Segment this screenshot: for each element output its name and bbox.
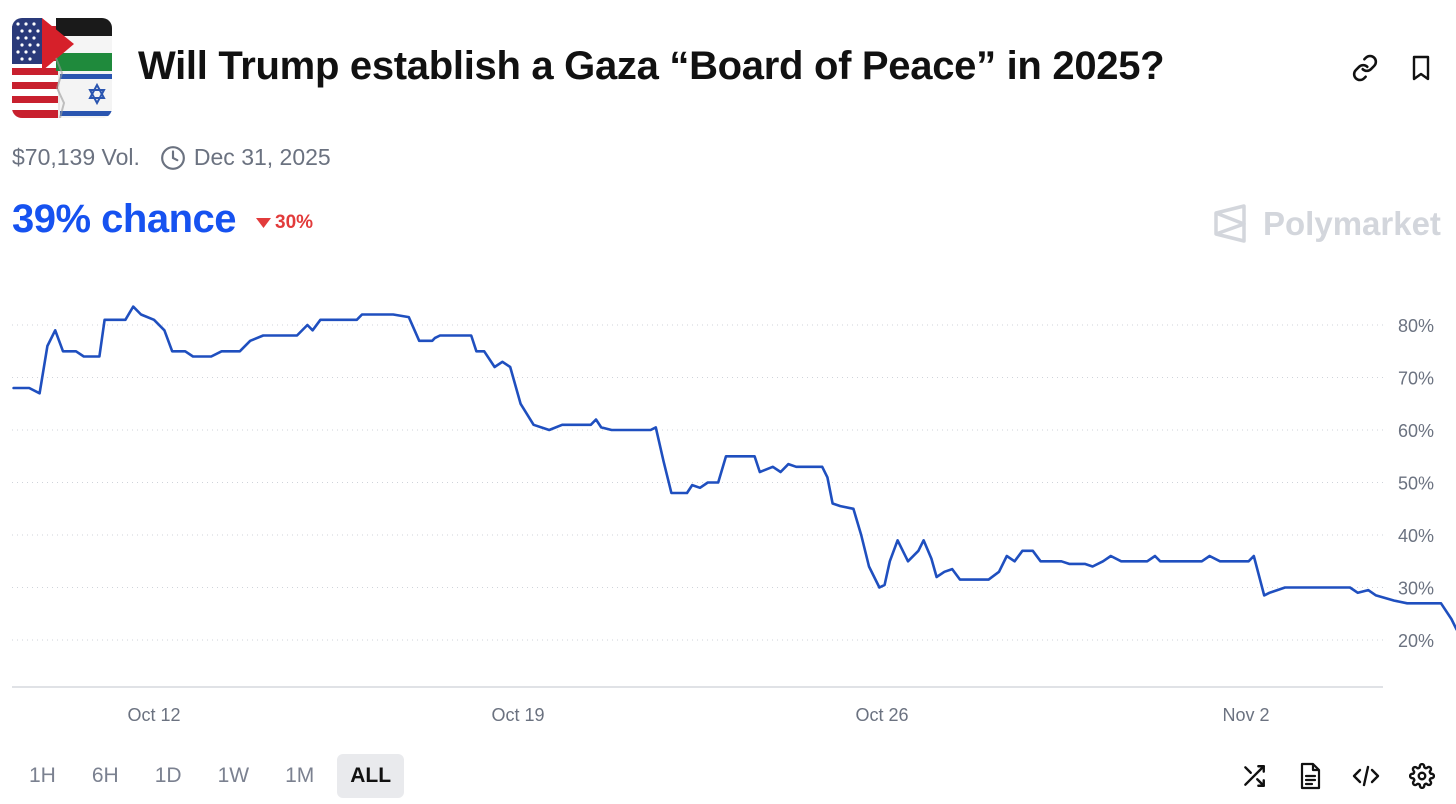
down-triangle-icon (256, 217, 271, 229)
settings-icon[interactable] (1404, 758, 1440, 794)
range-button-1m[interactable]: 1M (285, 764, 315, 787)
volume-text: $70,139 Vol. (12, 144, 140, 170)
brand-watermark: Polymarket (1213, 204, 1441, 244)
embed-code-icon[interactable] (1348, 758, 1384, 794)
x-tick-label: Oct 19 (491, 705, 544, 725)
range-button-1w[interactable]: 1W (217, 764, 250, 787)
shuffle-icon[interactable] (1236, 758, 1272, 794)
brand-name: Polymarket (1263, 205, 1441, 242)
change-badge: 30% (256, 212, 313, 234)
chance-value: 39% chance (12, 197, 237, 241)
y-tick-label: 20% (1398, 631, 1434, 651)
bookmark-icon[interactable] (1403, 50, 1439, 86)
change-value: 30% (275, 212, 314, 233)
range-button-6h[interactable]: 6H (91, 764, 119, 787)
link-icon[interactable] (1347, 50, 1383, 86)
price-chart[interactable]: 20% 30% 40% 50% 60% 70% 80% Oct 12 Oct 19 Oct 26 N… (0, 290, 1456, 730)
y-tick-label: 50% (1398, 474, 1434, 494)
y-tick-label: 60% (1398, 421, 1434, 441)
market-meta: $70,139 Vol. Dec 31, 2025 (12, 144, 331, 171)
x-tick-label: Oct 12 (127, 705, 180, 725)
end-date-text: Dec 31, 2025 (193, 144, 331, 170)
document-icon[interactable] (1292, 758, 1328, 794)
y-tick-label: 40% (1398, 526, 1434, 546)
x-tick-label: Nov 2 (1222, 705, 1269, 725)
market-title: Will Trump establish a Gaza “Board of Pe… (138, 44, 1165, 88)
range-button-1d[interactable]: 1D (154, 764, 182, 787)
price-line (12, 305, 1456, 631)
polymarket-logo-icon (1213, 204, 1249, 244)
time-range-selector: 1H 6H 1D 1W 1M ALL (16, 754, 414, 798)
range-button-1h[interactable]: 1H (29, 764, 56, 787)
y-tick-label: 80% (1398, 316, 1434, 336)
y-tick-label: 70% (1398, 369, 1434, 389)
range-button-all[interactable]: ALL (337, 754, 405, 798)
clock-icon (160, 145, 186, 171)
y-tick-label: 30% (1398, 579, 1434, 599)
market-image (12, 18, 112, 118)
x-tick-label: Oct 26 (855, 705, 908, 725)
